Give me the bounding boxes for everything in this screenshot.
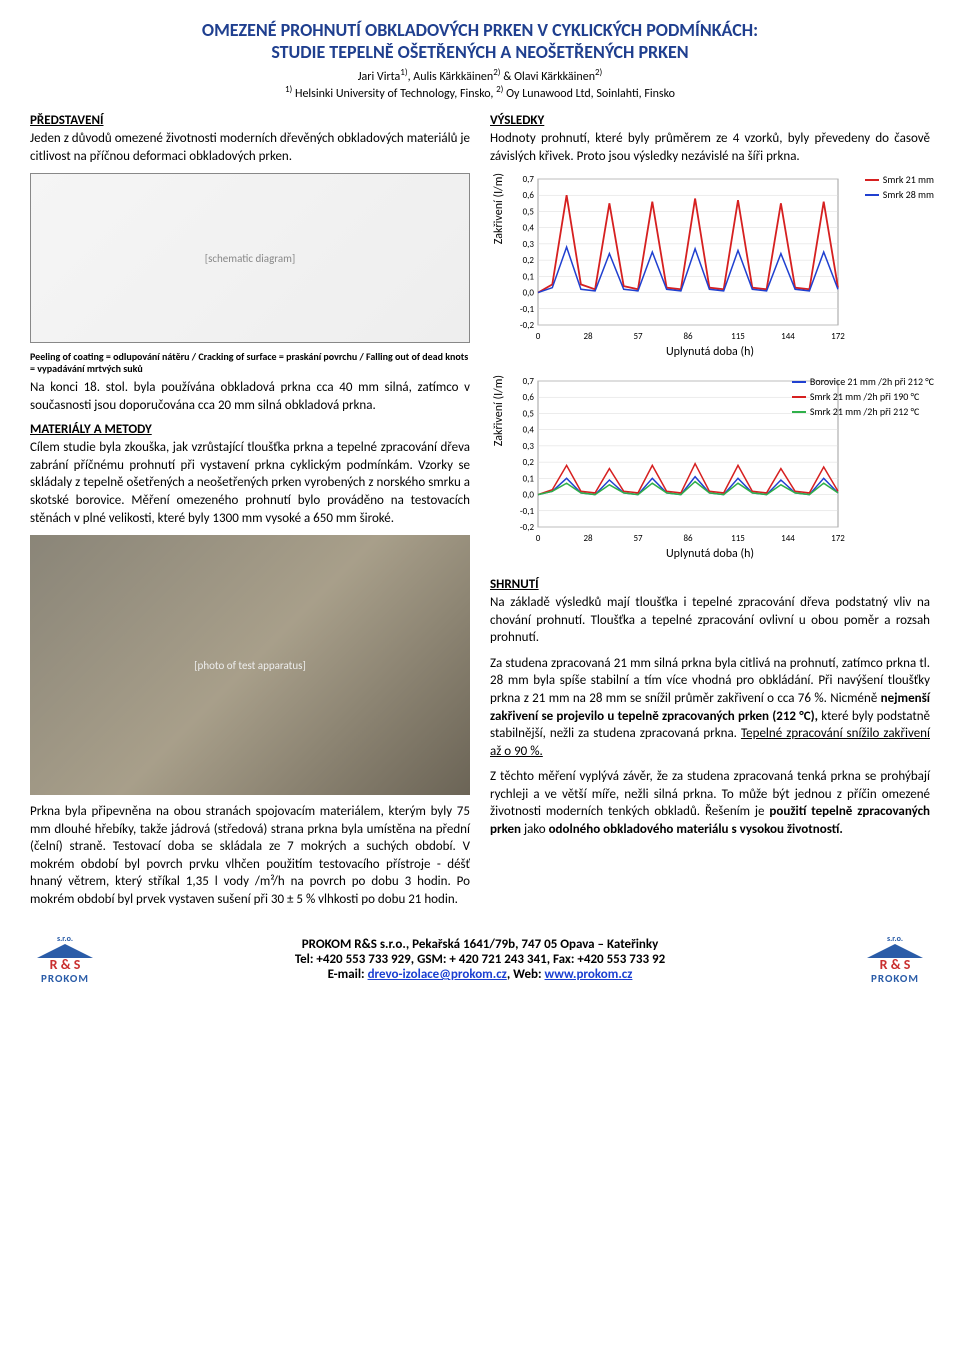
results-heading: VÝSLEDKY [490, 113, 930, 128]
svg-text:144: 144 [781, 533, 795, 544]
intro-heading: PŘEDSTAVENÍ [30, 113, 470, 128]
right-column: VÝSLEDKY Hodnoty prohnutí, které byly pr… [490, 113, 930, 916]
legend-item: Smrk 21 mm /2h při 212 °C [792, 405, 934, 418]
summary-heading: SHRNUTÍ [490, 577, 930, 592]
svg-text:86: 86 [683, 533, 693, 544]
svg-text:0,2: 0,2 [523, 255, 535, 266]
svg-text:115: 115 [731, 331, 745, 342]
svg-text:144: 144 [781, 331, 795, 342]
title-line2: STUDIE TEPELNĚ OŠETŘENÝCH A NEOŠETŘENÝCH… [30, 42, 930, 64]
method-paragraph: Prkna byla připevněna na obou stranách s… [30, 803, 470, 908]
footer-phones: Tel: +420 553 733 929, GSM: + 420 721 24… [108, 952, 852, 967]
left-column: PŘEDSTAVENÍ Jeden z důvodů omezené život… [30, 113, 470, 916]
footer-text: PROKOM R&S s.r.o., Pekařská 1641/79b, 74… [108, 937, 852, 982]
svg-text:0,0: 0,0 [523, 288, 535, 299]
legend-item: Smrk 21 mm [865, 173, 934, 186]
chart1-block: Smrk 21 mmSmrk 28 mm Zakřivení (I/m) -0,… [490, 173, 930, 359]
svg-text:57: 57 [633, 533, 643, 544]
svg-text:-0,1: -0,1 [520, 506, 535, 517]
footer-email-link[interactable]: drevo-izolace@prokom.cz [368, 967, 507, 982]
logo-left: s.r.o. R & S PROKOM [30, 930, 100, 988]
legend-item: Smrk 21 mm /2h při 190 °C [792, 390, 934, 403]
chart2-xlabel: Uplynutá doba (h) [490, 547, 930, 561]
svg-text:0,5: 0,5 [523, 409, 535, 420]
page-footer: s.r.o. R & S PROKOM PROKOM R&S s.r.o., P… [30, 930, 930, 988]
svg-text:0,6: 0,6 [523, 191, 535, 202]
chart1-ylabel: Zakřivení (I/m) [490, 173, 506, 264]
svg-text:0,7: 0,7 [523, 174, 535, 185]
svg-text:86: 86 [683, 331, 693, 342]
authors-line: Jari Virta1), Aulis Kärkkäinen2) & Olavi… [30, 67, 930, 84]
svg-text:0,1: 0,1 [523, 474, 535, 485]
chart2-legend: Borovice 21 mm /2h při 212 °C Smrk 21 mm … [792, 375, 934, 420]
chart1-xlabel: Uplynutá doba (h) [490, 345, 930, 359]
svg-text:28: 28 [583, 331, 593, 342]
footer-web-link[interactable]: www.prokom.cz [545, 967, 633, 982]
test-rig-photo: [photo of test apparatus] [30, 535, 470, 795]
footer-address: PROKOM R&S s.r.o., Pekařská 1641/79b, 74… [108, 937, 852, 952]
svg-text:0,0: 0,0 [523, 490, 535, 501]
affiliations-line: 1) Helsinki University of Technology, Fi… [30, 84, 930, 101]
footer-links: E-mail: drevo-izolace@prokom.cz, Web: ww… [108, 967, 852, 982]
svg-text:115: 115 [731, 533, 745, 544]
svg-text:0,3: 0,3 [523, 239, 535, 250]
svg-text:0,4: 0,4 [523, 425, 535, 436]
results-paragraph: Hodnoty prohnutí, které byly průměrem ze… [490, 130, 930, 165]
svg-text:172: 172 [831, 331, 845, 342]
legend-item: Borovice 21 mm /2h při 212 °C [792, 375, 934, 388]
svg-text:-0,1: -0,1 [520, 304, 535, 315]
svg-text:0,4: 0,4 [523, 223, 535, 234]
intro-paragraph: Jeden z důvodů omezené životnosti modern… [30, 130, 470, 165]
svg-text:0,1: 0,1 [523, 272, 535, 283]
svg-text:28: 28 [583, 533, 593, 544]
summary-p3: Z těchto měření vyplývá závěr, že za stu… [490, 768, 930, 838]
title-line1: OMEZENÉ PROHNUTÍ OBKLADOVÝCH PRKEN V CYK… [30, 20, 930, 42]
diagram-caption: Peeling of coating = odlupování nátěru /… [30, 351, 470, 375]
svg-text:0,5: 0,5 [523, 207, 535, 218]
svg-text:57: 57 [633, 331, 643, 342]
summary-p1: Na základě výsledků mají tloušťka i tepe… [490, 594, 930, 647]
chart2-block: Borovice 21 mm /2h při 212 °CSmrk 21 mm … [490, 375, 930, 561]
logo-right: s.r.o. R & S PROKOM [860, 930, 930, 988]
author-names: Jari Virta1), Aulis Kärkkäinen2) & Olavi… [358, 70, 603, 84]
svg-text:0,7: 0,7 [523, 376, 535, 387]
svg-text:0: 0 [536, 331, 541, 342]
svg-text:0,2: 0,2 [523, 457, 535, 468]
history-paragraph: Na konci 18. stol. byla používána obklad… [30, 379, 470, 414]
diagram-image: [schematic diagram] [30, 173, 470, 343]
summary-p2: Za studena zpracovaná 21 mm silná prkna … [490, 655, 930, 760]
svg-text:172: 172 [831, 533, 845, 544]
chart2-ylabel: Zakřivení (I/m) [490, 375, 506, 466]
materials-heading: MATERIÁLY A METODY [30, 422, 470, 437]
chart1-legend: Smrk 21 mm Smrk 28 mm [865, 173, 934, 203]
svg-text:0,6: 0,6 [523, 393, 535, 404]
svg-text:-0,2: -0,2 [520, 522, 535, 533]
materials-paragraph: Cílem studie byla zkouška, jak vzrůstají… [30, 439, 470, 527]
svg-text:0,3: 0,3 [523, 441, 535, 452]
svg-text:0: 0 [536, 533, 541, 544]
document-title: OMEZENÉ PROHNUTÍ OBKLADOVÝCH PRKEN V CYK… [30, 20, 930, 63]
svg-text:-0,2: -0,2 [520, 320, 535, 331]
legend-item: Smrk 28 mm [865, 188, 934, 201]
